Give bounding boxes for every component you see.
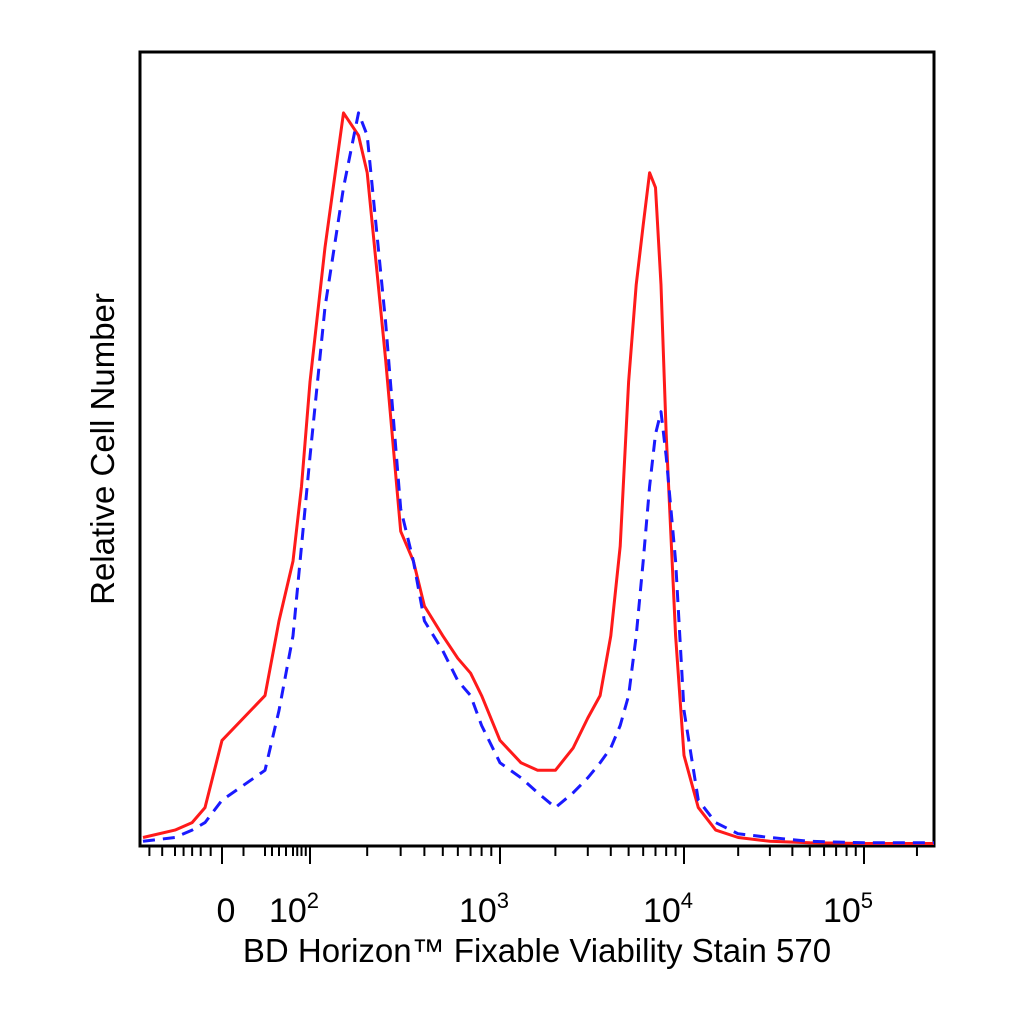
x-tick-label: 104 (643, 888, 693, 930)
x-tick-label: 105 (823, 888, 873, 930)
x-tick-label: 102 (269, 888, 319, 930)
series-line-1 (142, 111, 934, 845)
plot-frame (138, 50, 936, 848)
x-axis-tick-labels: 0 102 103 104 105 (217, 888, 874, 930)
x-tick-label: 103 (459, 888, 509, 930)
series-line-0 (142, 111, 934, 845)
x-tick-label: 0 (217, 892, 236, 930)
y-axis-title: Relative Cell Number (84, 293, 121, 605)
x-axis-ticks (148, 846, 918, 864)
series-layer (142, 111, 934, 845)
x-axis-title: BD Horizon™ Fixable Viability Stain 570 (243, 932, 831, 969)
